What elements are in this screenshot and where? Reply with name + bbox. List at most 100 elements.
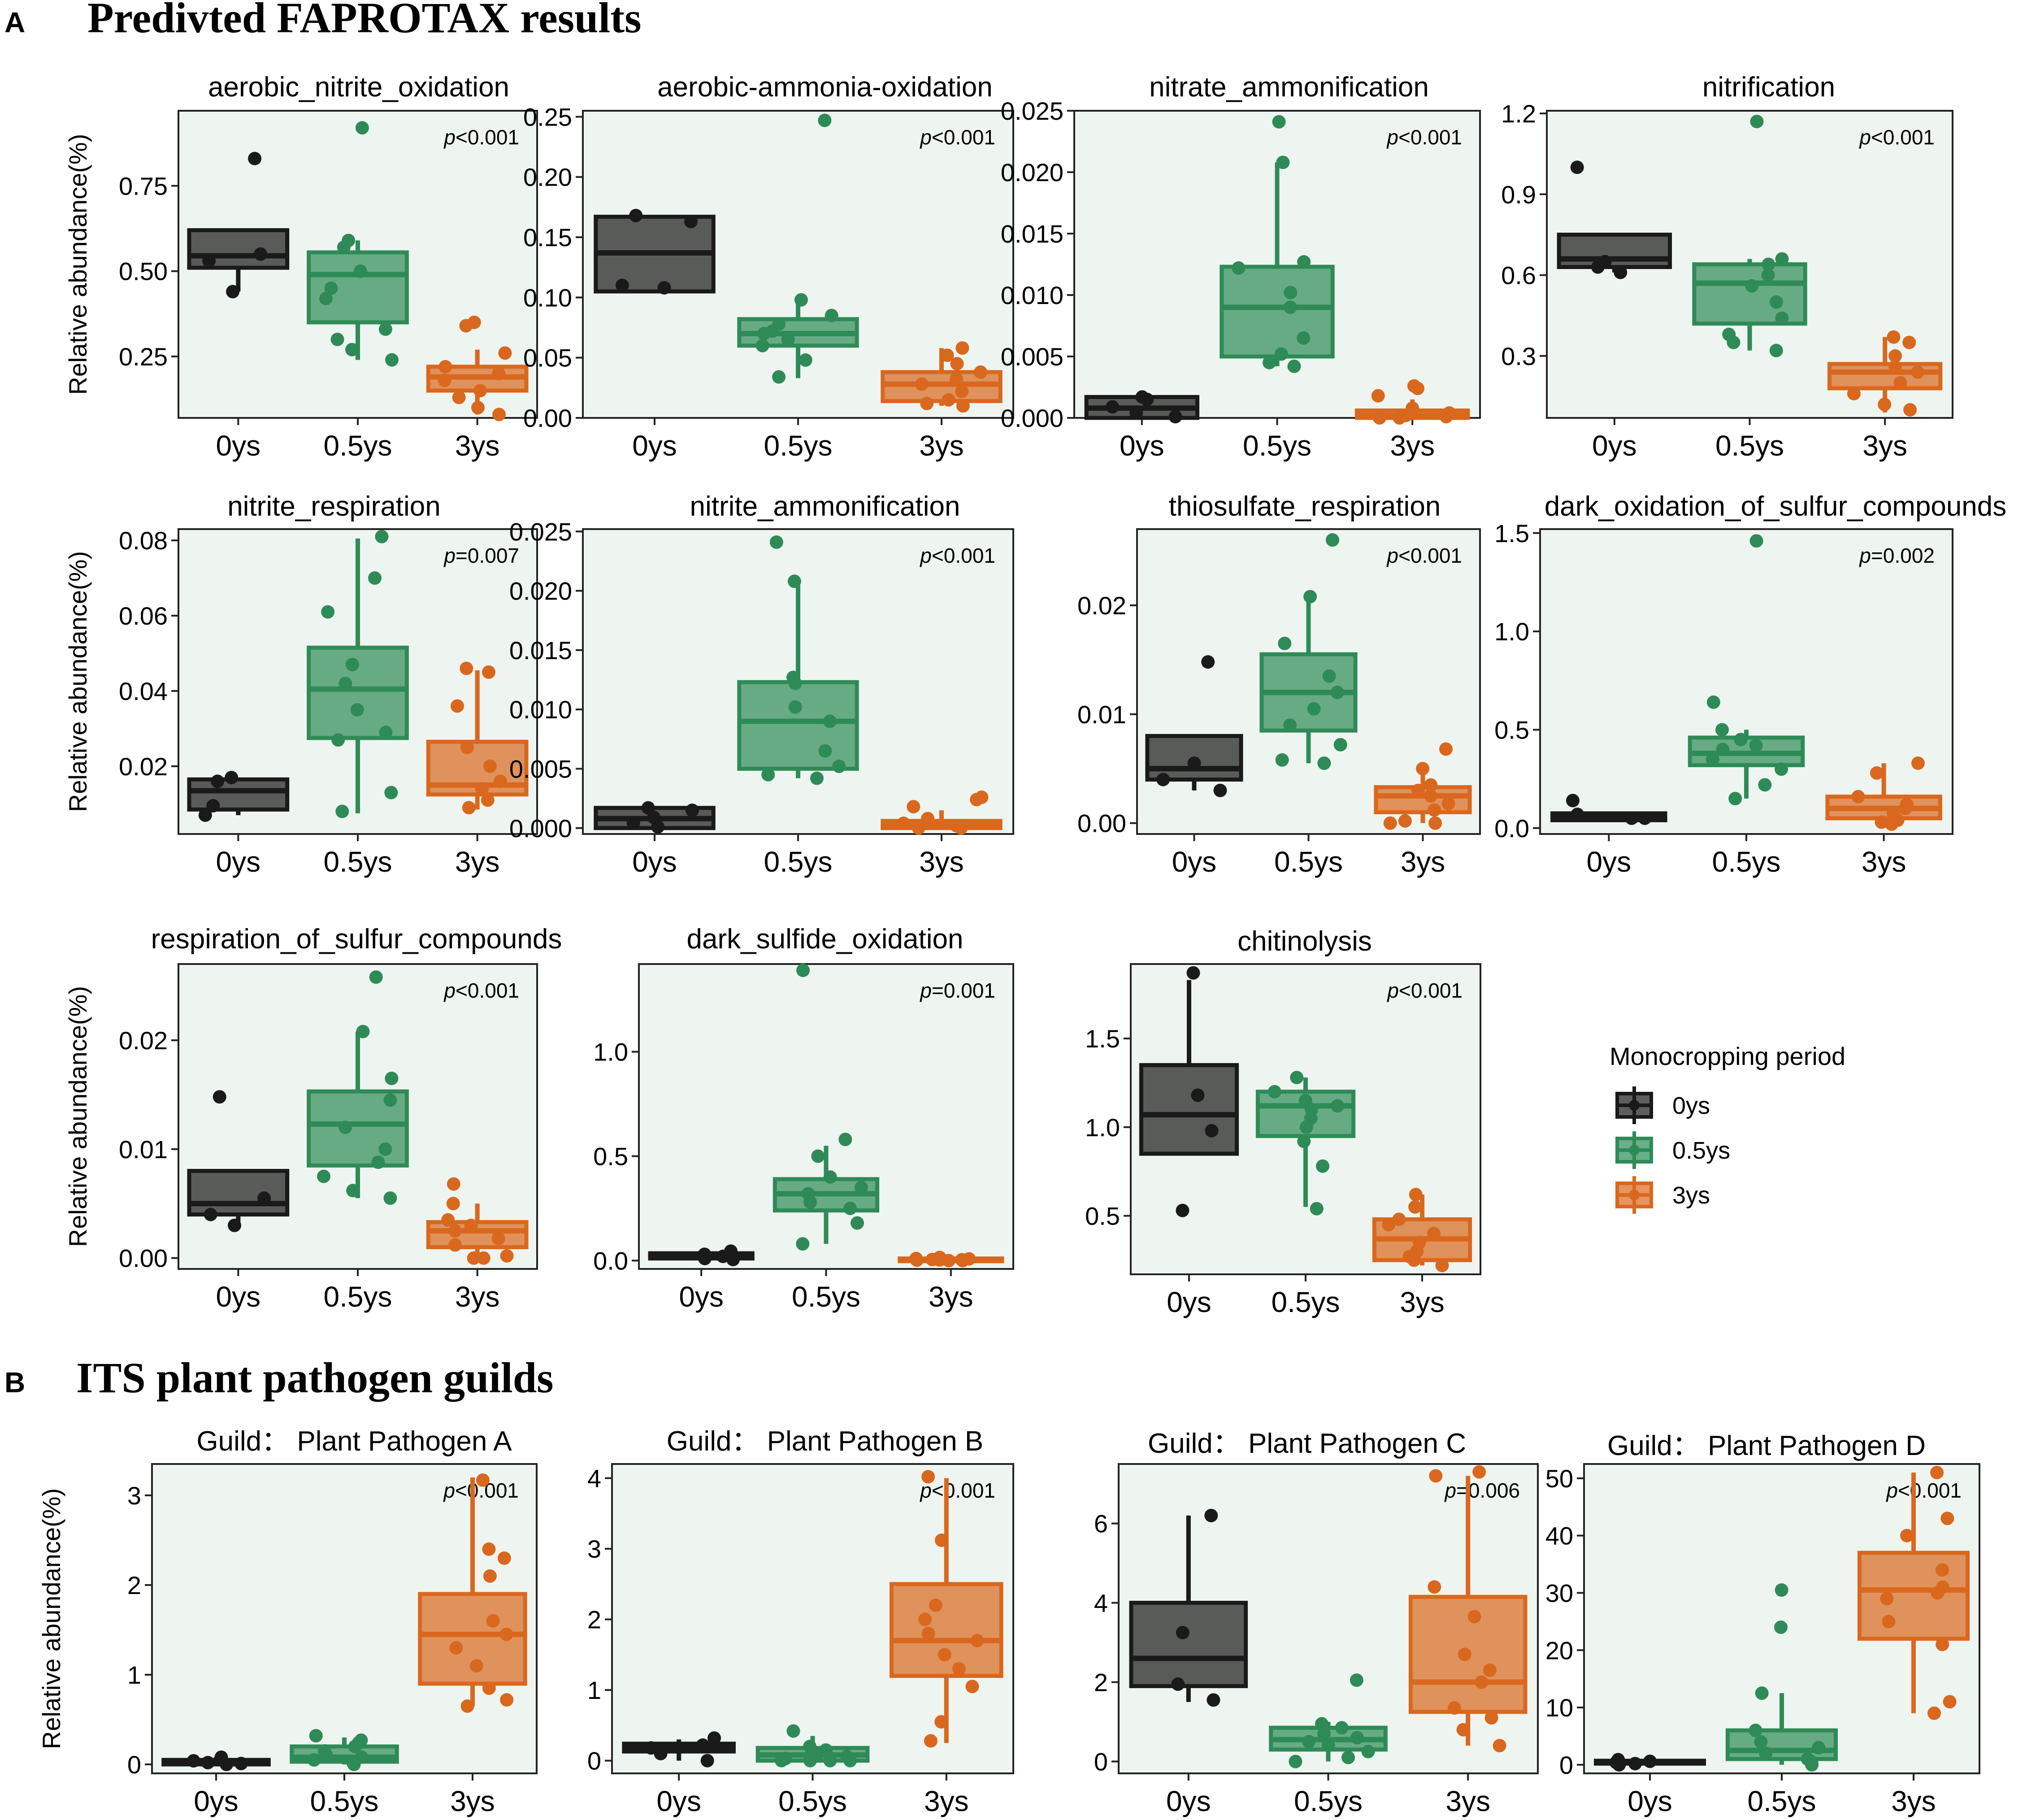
data-point-3ys [1475, 1675, 1489, 1689]
data-point-0.5ys [324, 281, 338, 295]
data-point-3ys [1411, 382, 1424, 395]
chart-title: respiration_of_sulfur_compounds [151, 924, 562, 955]
data-point-3ys [1424, 789, 1437, 803]
data-point-3ys [482, 1681, 496, 1695]
data-point-3ys [499, 1628, 513, 1641]
data-point-0.5ys [339, 677, 352, 691]
y-tick-label: 0.02 [119, 1026, 168, 1055]
box-iqr [737, 680, 859, 771]
data-point-0ys [206, 799, 220, 813]
data-point-0.5ys [1276, 156, 1290, 169]
data-point-0ys [1156, 773, 1170, 786]
data-point-0.5ys [772, 370, 786, 384]
y-axis-label: Relative abundance(%) [64, 551, 92, 812]
data-point-0.5ys [385, 353, 399, 367]
y-tick-label: 0.0 [1494, 814, 1529, 843]
data-point-0.5ys [1263, 356, 1276, 369]
x-tick-label: 0ys [1166, 1785, 1211, 1817]
data-point-3ys [1429, 1469, 1443, 1483]
y-tick-label: 0.02 [1077, 591, 1126, 620]
data-point-3ys [1424, 778, 1438, 792]
box-0ys [1557, 232, 1672, 273]
data-point-3ys [970, 793, 984, 807]
data-point-3ys [1882, 1615, 1896, 1629]
y-tick-label: 0.25 [119, 343, 168, 371]
data-point-0ys [1570, 161, 1584, 174]
data-point-3ys [447, 1177, 460, 1191]
data-point-0.5ys [1297, 331, 1311, 345]
data-point-0.5ys [321, 605, 335, 619]
data-point-0.5ys [787, 574, 801, 588]
data-point-0.5ys [1299, 1120, 1313, 1134]
data-point-0.5ys [330, 332, 344, 346]
y-tick-label: 1.5 [1494, 519, 1529, 547]
data-point-3ys [907, 800, 920, 814]
chart-panel-9: respiration_of_sulfur_compounds p<0.001 0.… [64, 924, 562, 1313]
y-tick-label: 6 [1094, 1510, 1108, 1538]
data-point-0.5ys [843, 1201, 857, 1215]
data-point-0.5ys [854, 1181, 868, 1195]
data-point-0ys [1591, 260, 1605, 274]
x-tick-label: 3ys [455, 846, 500, 878]
x-tick-label: 0.5ys [1712, 846, 1781, 878]
data-point-3ys [1893, 376, 1907, 390]
data-point-0ys [1571, 808, 1584, 821]
data-point-0.5ys [346, 1184, 360, 1198]
data-point-3ys [492, 408, 506, 421]
y-tick-label: 0.020 [1001, 158, 1063, 187]
y-tick-label: 0 [127, 1751, 141, 1779]
x-tick-label: 0.5ys [764, 430, 833, 462]
data-point-0ys [1566, 794, 1580, 808]
data-point-3ys [464, 1218, 478, 1232]
p-value-label: p<0.001 [443, 979, 519, 1002]
data-point-3ys [1870, 766, 1884, 780]
y-tick-label: 0.5 [1494, 716, 1529, 744]
data-point-0.5ys [1278, 637, 1292, 650]
data-point-3ys [921, 812, 935, 825]
y-tick-label: 0.01 [1077, 700, 1126, 729]
data-point-3ys [1851, 790, 1865, 804]
x-tick-label: 0.5ys [324, 846, 392, 878]
x-tick-label: 3ys [455, 430, 500, 462]
y-tick-label: 0.00 [1077, 809, 1126, 838]
data-point-0.5ys [1302, 1735, 1316, 1749]
data-point-3ys [956, 399, 970, 413]
x-tick-label: 3ys [1390, 430, 1435, 462]
y-tick-label: 0.00 [119, 1244, 168, 1273]
x-tick-label: 3ys [1862, 846, 1906, 878]
x-tick-label: 0ys [632, 846, 677, 878]
data-point-3ys [935, 1533, 949, 1547]
x-tick-label: 0.5ys [1272, 1286, 1340, 1318]
data-point-0.5ys [757, 326, 771, 340]
data-point-0.5ys [1307, 702, 1321, 716]
legend-item-3ys: 3ys [1615, 1176, 1710, 1214]
data-point-0.5ys [368, 571, 382, 585]
y-tick-label: 1 [127, 1661, 141, 1689]
data-point-3ys [1911, 365, 1925, 379]
box-iqr [187, 1168, 290, 1217]
chart-title: thiosulfate_respiration [1169, 491, 1441, 522]
data-point-0.5ys [1274, 347, 1288, 361]
data-point-0.5ys [1812, 1741, 1826, 1755]
data-point-0.5ys [1331, 1099, 1345, 1113]
data-point-3ys [467, 1251, 481, 1265]
data-point-0.5ys [1315, 1159, 1329, 1173]
data-point-0.5ys [1770, 295, 1784, 309]
y-tick-label: 3 [127, 1481, 141, 1510]
data-point-3ys [460, 661, 473, 675]
box-iqr [1129, 1601, 1248, 1688]
data-point-3ys [1936, 1563, 1949, 1577]
data-point-0ys [626, 817, 640, 830]
p-value-label: p<0.001 [1885, 1479, 1962, 1502]
y-tick-label: 2 [587, 1606, 601, 1634]
legend: Monocropping period 0ys 0.5ys 3ys [1610, 1042, 1845, 1214]
data-point-3ys [940, 348, 954, 362]
data-point-0.5ys [1290, 1071, 1304, 1085]
y-tick-label: 1.0 [593, 1038, 628, 1066]
data-point-0ys [685, 804, 699, 817]
data-point-3ys [1439, 742, 1453, 756]
x-tick-label: 0ys [216, 430, 261, 462]
y-tick-label: 0.020 [509, 577, 572, 605]
data-point-3ys [459, 319, 473, 333]
data-point-0.5ys [1805, 1758, 1819, 1772]
